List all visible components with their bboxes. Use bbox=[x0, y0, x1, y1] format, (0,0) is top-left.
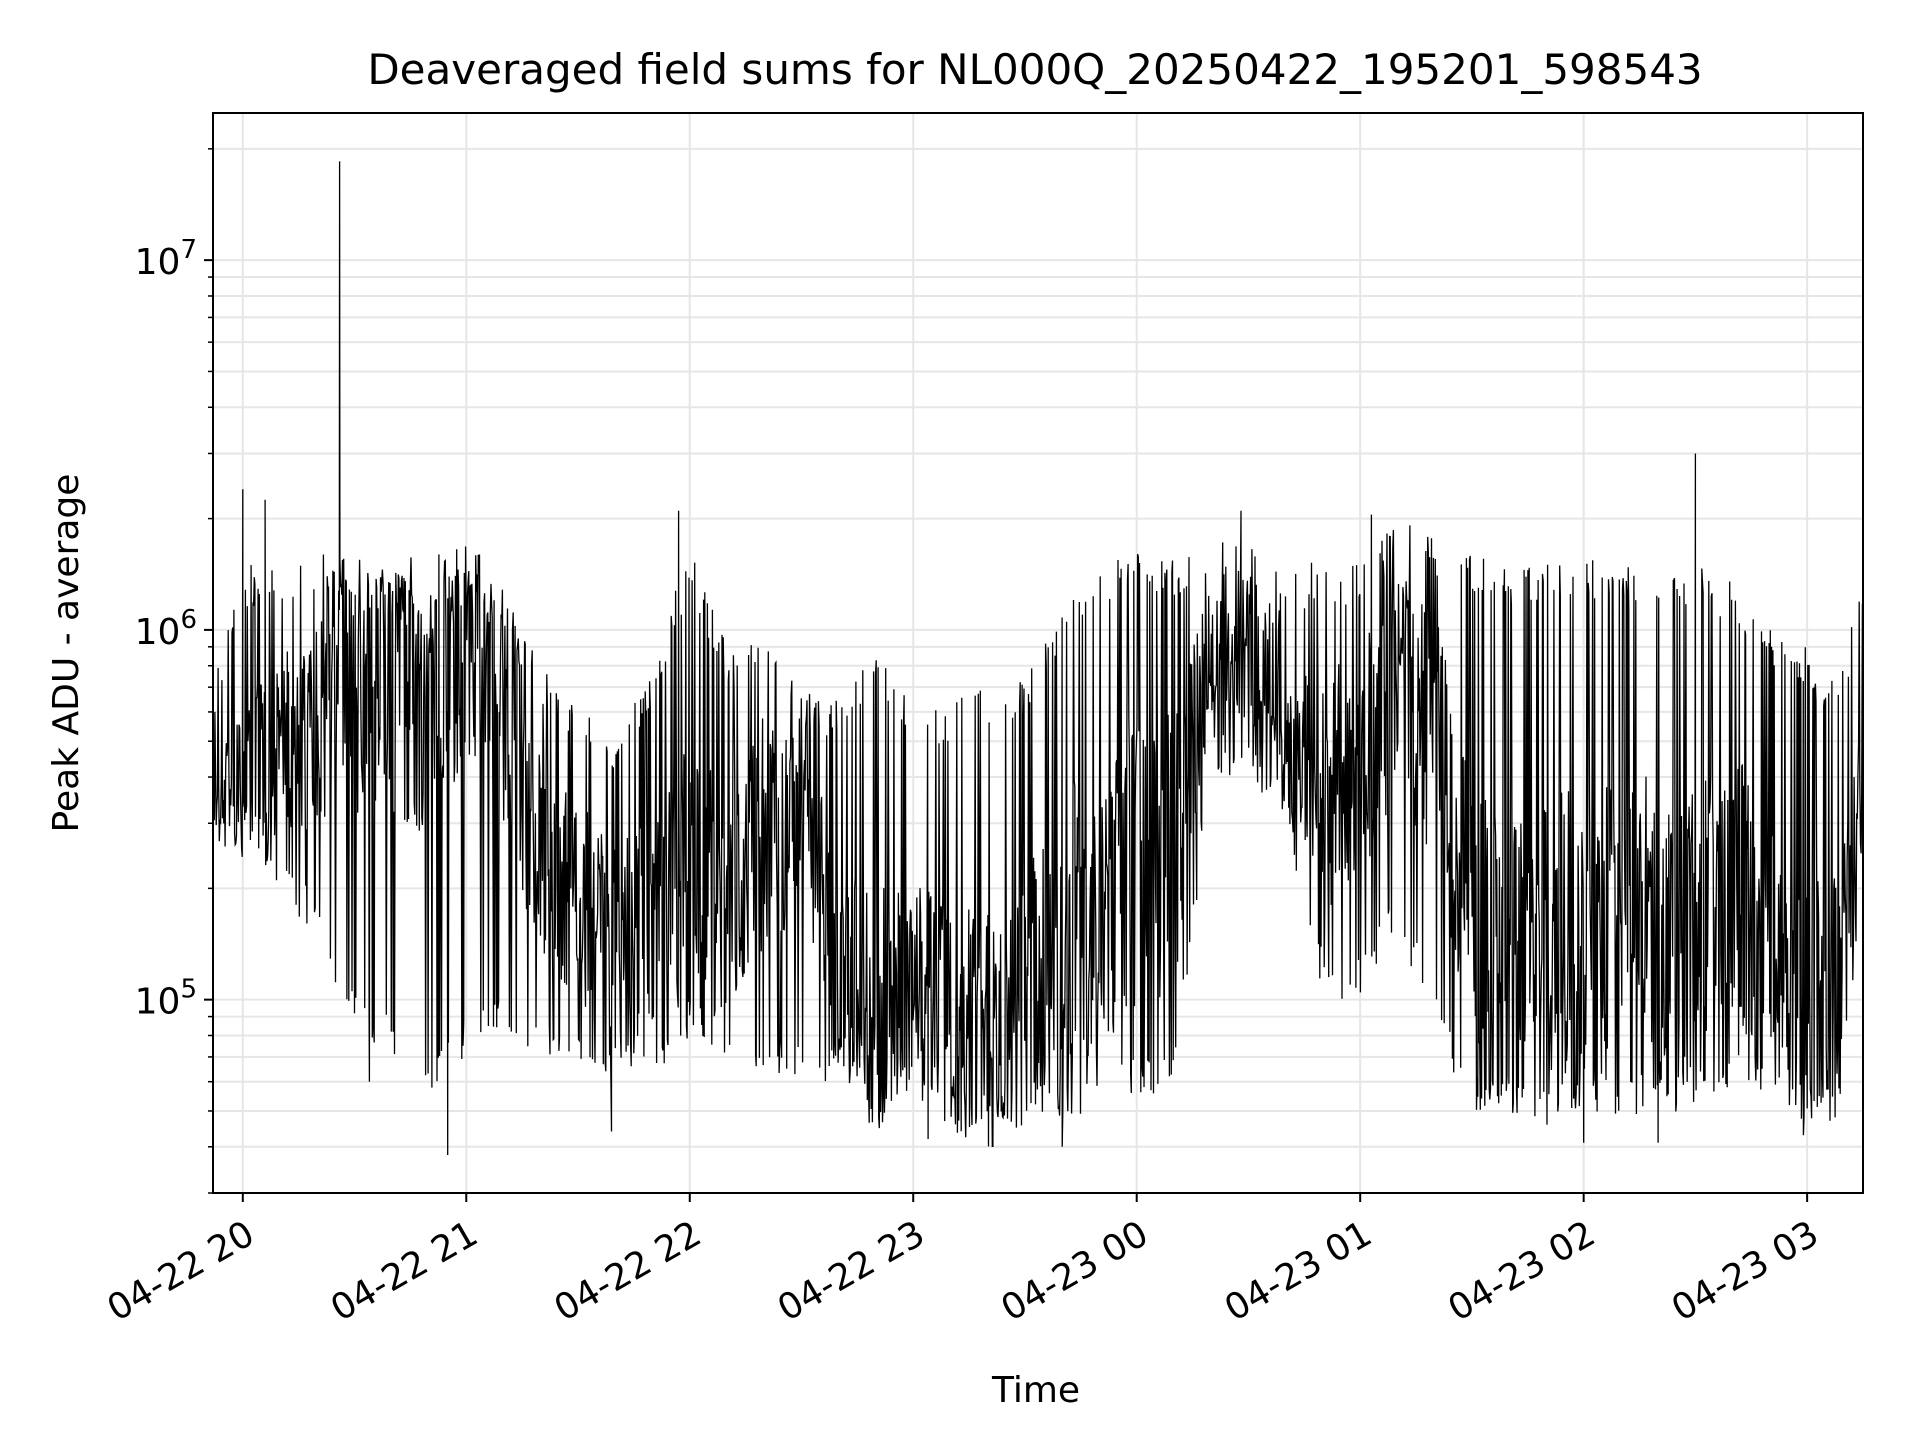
series-layer bbox=[212, 161, 1864, 1156]
chart-title: Deaveraged field sums for NL000Q_2025042… bbox=[367, 45, 1702, 94]
plot-area-frame bbox=[212, 112, 1864, 1194]
x-axis-label: Time bbox=[991, 1370, 1080, 1411]
y-tick-label: 106 bbox=[135, 605, 197, 653]
y-axis-label: Peak ADU - average bbox=[46, 474, 87, 833]
y-tick-label: 107 bbox=[135, 235, 197, 283]
y-tick-label: 105 bbox=[135, 975, 197, 1023]
y-axis: 105 106 107 bbox=[135, 148, 213, 1194]
series-line bbox=[212, 161, 1864, 1156]
